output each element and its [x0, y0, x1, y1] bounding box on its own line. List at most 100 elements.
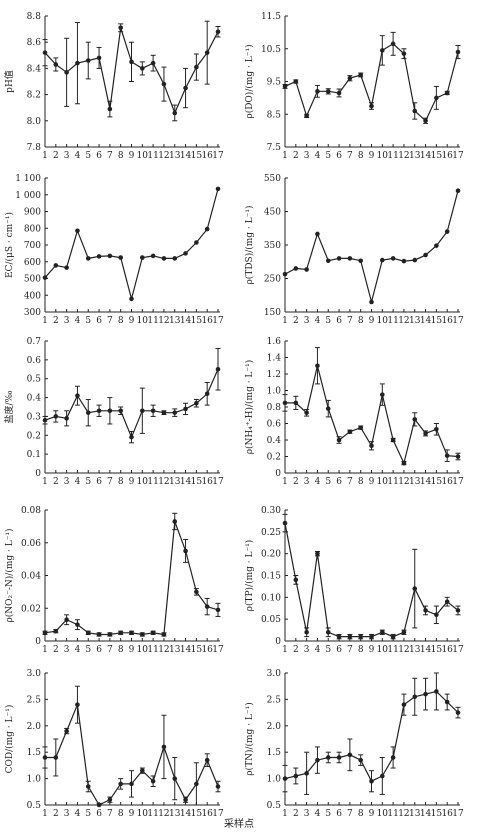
x-tick-label: 15 [431, 809, 443, 819]
x-tick-label: 17 [452, 316, 464, 326]
data-point [380, 48, 385, 53]
x-tick-label: 8 [118, 151, 124, 161]
y-tick-label: 0.08 [21, 506, 41, 516]
data-point [96, 55, 102, 61]
x-tick-label: 2 [293, 316, 299, 326]
x-tick-label: 1 [282, 316, 288, 326]
data-point [347, 429, 353, 435]
x-tick-label: 5 [325, 316, 331, 326]
data-point [85, 58, 91, 63]
x-tick-label: 14 [180, 645, 192, 655]
data-point [455, 49, 461, 55]
data-point [215, 607, 221, 613]
series-line [44, 188, 219, 302]
y-tick-label: 1.6 [267, 337, 282, 347]
data-point [304, 267, 309, 272]
y-tick-label: 0.02 [21, 604, 41, 614]
x-tick-label: 2 [53, 151, 59, 161]
x-tick-label: 16 [441, 151, 453, 161]
data-point [204, 757, 210, 763]
data-point [129, 781, 134, 787]
x-tick-label: 14 [180, 477, 192, 487]
x-tick-label: 14 [420, 809, 432, 819]
data-point [347, 75, 353, 81]
data-point [315, 551, 320, 556]
data-point [53, 263, 59, 268]
data-point [282, 776, 288, 781]
x-tick-label: 4 [75, 809, 81, 819]
x-tick-label: 10 [137, 477, 149, 487]
y-tick-label: 7.8 [27, 143, 42, 153]
data-point [369, 778, 374, 784]
data-point [96, 408, 102, 414]
data-point [369, 634, 374, 639]
x-tick-label: 8 [358, 809, 364, 819]
x-tick-label: 2 [53, 477, 59, 487]
x-axis-title: 采样点 [224, 819, 254, 830]
x-tick-label: 12 [398, 316, 409, 326]
data-point [172, 110, 178, 116]
chart-panel-10: 0.51.01.52.02.53.01 2 3 4 5 6 7 8 9 10 11 12 13 14 15 1… [244, 669, 464, 819]
data-point [150, 60, 156, 66]
data-point [455, 608, 461, 613]
y-tick-label: 600 [24, 258, 41, 268]
y-tick-label: 1.0 [267, 775, 282, 785]
y-tick-label: 2.5 [27, 695, 42, 705]
data-point [42, 50, 48, 55]
data-point [107, 632, 113, 637]
y-tick-label: 0 [35, 469, 41, 479]
x-tick-label: 17 [452, 809, 464, 819]
y-tick-label: 0.5 [267, 801, 282, 811]
data-point [161, 81, 167, 87]
x-tick-label: 2 [293, 151, 299, 161]
data-point [434, 612, 439, 618]
data-point [282, 84, 288, 89]
data-point [336, 755, 342, 760]
data-point [315, 363, 320, 369]
x-tick-label: 13 [409, 809, 421, 819]
x-tick-label: 14 [180, 151, 192, 161]
data-point [304, 629, 309, 635]
x-tick-label: 16 [441, 316, 453, 326]
data-point [172, 776, 178, 781]
y-tick-label: 0.6 [267, 420, 282, 430]
y-tick-label: 0.3 [27, 412, 42, 422]
x-tick-label: 17 [212, 809, 224, 819]
x-tick-label: 7 [107, 477, 113, 487]
data-point [390, 41, 396, 47]
x-tick-label: 8 [358, 477, 364, 487]
y-tick-label: 2.5 [267, 695, 282, 705]
data-point [390, 755, 396, 760]
x-tick-label: 5 [325, 645, 331, 655]
x-tick-label: 9 [129, 645, 135, 655]
y-axis-label: ρ(DO)/(mg · L⁻¹) [244, 44, 255, 118]
data-point [358, 757, 363, 763]
x-tick-label: 5 [325, 809, 331, 819]
x-tick-label: 9 [369, 809, 375, 819]
x-tick-label: 1 [282, 151, 288, 161]
data-point [401, 51, 407, 56]
data-point [150, 630, 156, 636]
y-tick-label: 8.4 [27, 64, 42, 74]
y-tick-label: 1.5 [267, 748, 282, 758]
data-point [194, 64, 199, 70]
x-tick-label: 8 [118, 809, 124, 819]
y-tick-label: 350 [264, 241, 281, 251]
data-point [444, 453, 450, 458]
x-tick-label: 14 [420, 151, 432, 161]
data-point [140, 255, 145, 260]
x-tick-label: 17 [452, 151, 464, 161]
x-tick-label: 8 [118, 316, 124, 326]
data-point [85, 784, 91, 789]
data-point [412, 108, 418, 114]
data-point [140, 408, 145, 414]
y-tick-label: 300 [24, 308, 41, 318]
x-tick-label: 6 [336, 151, 342, 161]
x-tick-label: 11 [387, 151, 398, 161]
data-point [444, 699, 450, 705]
x-tick-label: 9 [129, 316, 135, 326]
x-tick-label: 1 [282, 645, 288, 655]
data-point [315, 89, 320, 94]
series-line [284, 690, 459, 782]
y-tick-label: 0.05 [261, 615, 281, 625]
